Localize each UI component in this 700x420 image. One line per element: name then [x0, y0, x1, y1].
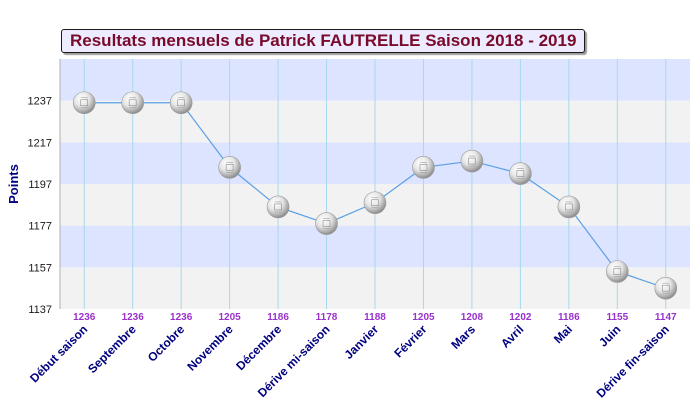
value-label: 1236 — [73, 312, 96, 323]
ping-pong-ball-icon — [606, 260, 629, 283]
ball-emblem — [565, 203, 573, 211]
value-label: 1186 — [267, 312, 289, 323]
data-point — [169, 91, 193, 115]
x-tick-label: Mars — [448, 322, 478, 352]
value-label: 1147 — [655, 312, 677, 323]
ball-emblem — [128, 99, 137, 107]
value-label: 1178 — [316, 312, 338, 323]
ping-pong-ball-icon — [460, 149, 484, 173]
ball-emblem — [661, 284, 670, 292]
value-label: 1155 — [606, 312, 628, 323]
ping-pong-ball-icon — [121, 91, 144, 115]
ball-emblem — [274, 203, 282, 211]
x-tick-label: Avril — [498, 322, 526, 350]
x-tick-label: Novembre — [184, 322, 236, 374]
y-tick-label: 1137 — [28, 304, 52, 316]
ping-pong-ball-icon — [654, 276, 678, 300]
data-point — [509, 162, 532, 185]
ping-pong-ball-icon — [266, 195, 290, 219]
data-point — [72, 91, 96, 115]
y-tick-label: 1237 — [28, 96, 52, 108]
ball-emblem — [371, 199, 379, 207]
ping-pong-ball-icon — [218, 156, 241, 179]
value-label: 1236 — [122, 312, 145, 323]
x-tick-label: Septembre — [85, 322, 139, 376]
value-label: 1205 — [412, 312, 435, 323]
x-tick-label: Février — [391, 322, 429, 360]
value-label: 1205 — [218, 312, 241, 323]
data-point — [606, 260, 629, 283]
x-tick-label: Décembre — [233, 322, 284, 373]
x-tick-label: Octobre — [145, 322, 188, 365]
value-label: 1208 — [461, 312, 484, 323]
ping-pong-ball-icon — [363, 191, 387, 215]
value-label: 1236 — [170, 312, 193, 323]
x-tick-label: Juin — [596, 322, 623, 349]
ball-emblem — [177, 99, 185, 107]
data-point — [654, 276, 678, 300]
value-label: 1186 — [558, 312, 580, 323]
ping-pong-ball-icon — [169, 91, 193, 115]
ping-pong-ball-icon — [509, 162, 532, 185]
chart-title: Resultats mensuels de Patrick FAUTRELLE … — [61, 29, 586, 53]
x-tick-label: Mai — [551, 322, 575, 346]
y-tick-label: 1197 — [28, 179, 52, 191]
ball-emblem — [225, 164, 234, 171]
data-point — [266, 195, 290, 219]
y-tick-label: 1157 — [28, 262, 52, 274]
x-tick-label: Début saison — [27, 322, 90, 385]
value-label: 1188 — [364, 312, 386, 323]
ping-pong-ball-icon — [72, 91, 96, 115]
ping-pong-ball-icon — [557, 195, 581, 219]
ball-emblem — [613, 268, 622, 275]
y-axis-label: Points — [6, 164, 21, 204]
ball-emblem — [516, 170, 525, 177]
ball-emblem — [322, 220, 331, 227]
data-point — [218, 156, 241, 179]
ball-emblem — [419, 164, 428, 171]
ball-emblem — [468, 157, 476, 165]
ping-pong-ball-icon — [315, 212, 338, 235]
data-point — [460, 149, 484, 173]
y-tick-label: 1217 — [28, 137, 52, 149]
data-point — [412, 156, 435, 179]
data-point — [557, 195, 581, 219]
data-point — [315, 212, 338, 235]
ping-pong-ball-icon — [412, 156, 435, 179]
value-label: 1202 — [509, 312, 532, 323]
data-point — [121, 91, 144, 115]
x-tick-label: Janvier — [342, 322, 382, 362]
y-tick-label: 1177 — [28, 221, 52, 233]
data-point — [363, 191, 387, 215]
ball-emblem — [80, 99, 89, 107]
